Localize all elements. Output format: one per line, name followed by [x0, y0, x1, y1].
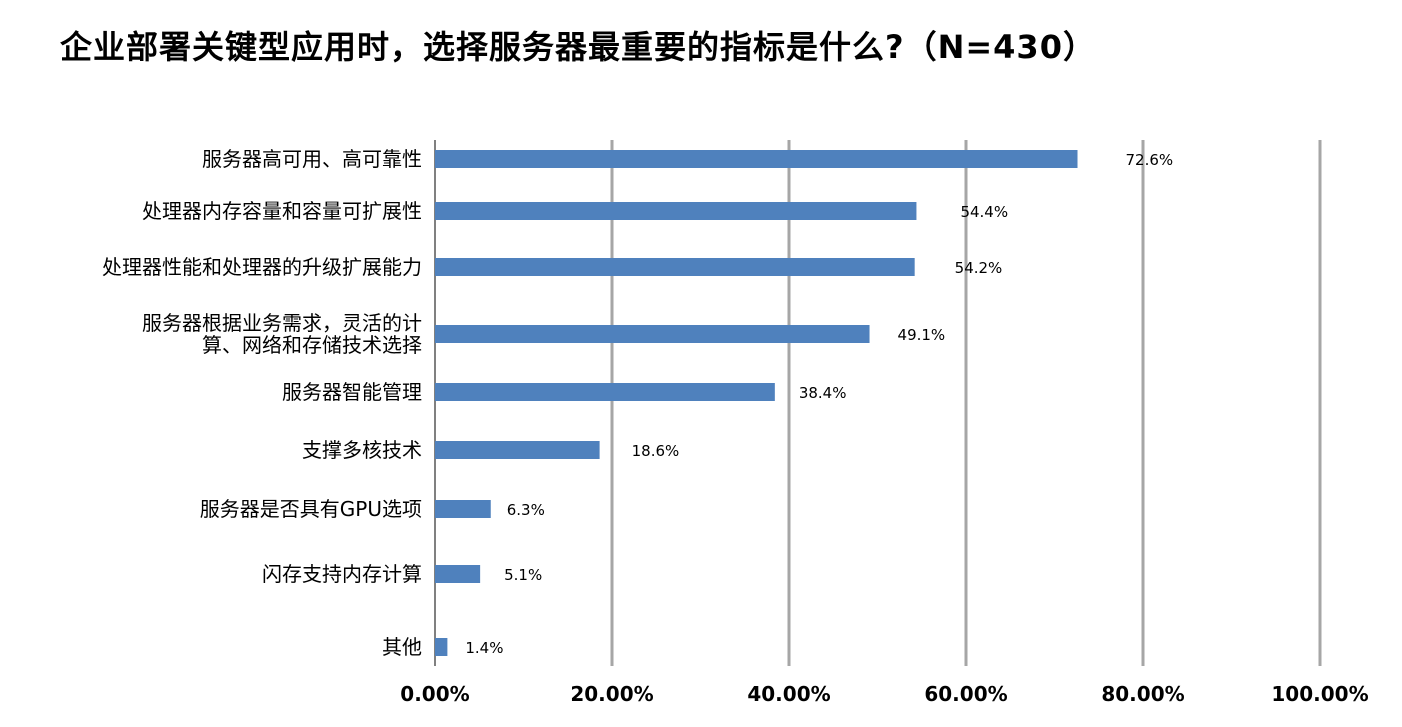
value-label: 5.1% — [504, 566, 542, 584]
x-tick-label: 80.00% — [1101, 682, 1184, 706]
x-tick-label: 40.00% — [747, 682, 830, 706]
bar — [435, 150, 1078, 168]
bar — [435, 258, 915, 276]
bar — [435, 565, 481, 583]
category-label: 服务器智能管理 — [282, 380, 422, 404]
x-tick-label: 20.00% — [570, 682, 653, 706]
x-tick-label: 100.00% — [1271, 682, 1368, 706]
grid-lines — [434, 140, 1322, 666]
bar — [435, 325, 870, 343]
value-labels: 72.6% 54.4% 54.2% 49.1% 38.4% 18.6% 6.3% 5.1% 1.… — [465, 151, 1173, 657]
x-tick-labels: 0.00% 20.00% 40.00% 60.00% 80.00% 100.00% — [400, 682, 1368, 706]
category-label: 服务器根据业务需求，灵活的计算、网络和存储技术选择 — [142, 311, 422, 357]
value-label: 54.4% — [960, 203, 1008, 221]
chart-title: 企业部署关键型应用时，选择服务器最重要的指标是什么?（N=430） — [60, 28, 1096, 66]
category-label: 其他 — [382, 635, 422, 659]
x-tick-label: 60.00% — [924, 682, 1007, 706]
value-label: 1.4% — [465, 639, 503, 657]
bar — [435, 638, 448, 656]
bar — [435, 500, 491, 518]
value-label: 72.6% — [1126, 151, 1174, 169]
x-tick-label: 0.00% — [400, 682, 469, 706]
value-label: 54.2% — [955, 259, 1003, 277]
category-labels: 服务器高可用、高可靠性处理器内存容量和容量可扩展性处理器性能和处理器的升级扩展能… — [102, 147, 422, 659]
category-label: 支撑多核技术 — [302, 438, 422, 462]
bar — [435, 441, 600, 459]
category-label: 处理器内存容量和容量可扩展性 — [142, 199, 422, 223]
bar — [435, 202, 917, 220]
category-label: 服务器是否具有GPU选项 — [200, 497, 422, 521]
value-label: 38.4% — [799, 384, 847, 402]
category-label: 闪存支持内存计算 — [262, 562, 422, 586]
value-label: 49.1% — [898, 326, 946, 344]
value-label: 6.3% — [507, 501, 545, 519]
bar — [435, 383, 775, 401]
value-label: 18.6% — [632, 442, 680, 460]
category-label: 服务器高可用、高可靠性 — [202, 147, 422, 171]
bars — [435, 150, 1078, 656]
category-label: 处理器性能和处理器的升级扩展能力 — [102, 255, 422, 279]
